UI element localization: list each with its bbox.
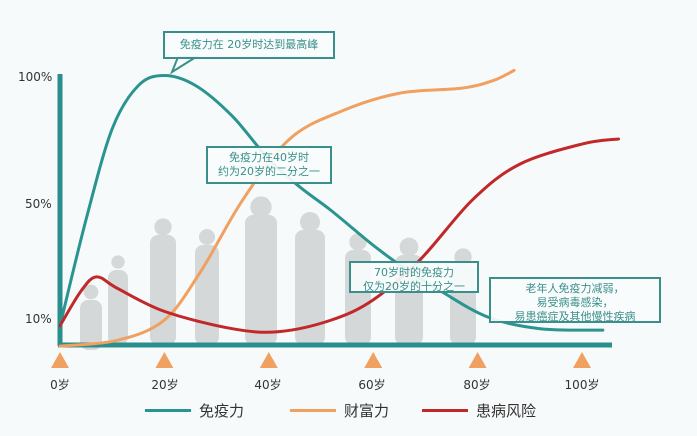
annotation-age-70: 70岁时的免疫力 仅为20岁的十分之一 <box>349 261 479 293</box>
person-silhouette-body <box>108 270 128 345</box>
person-silhouette-head <box>300 212 320 232</box>
legend-item-wealth: 财富力 <box>290 400 389 421</box>
person-silhouette-head <box>250 196 272 218</box>
person-silhouette-body <box>245 215 277 345</box>
annotation-peak: 免疫力在 20岁时达到最高峰 <box>163 31 335 59</box>
legend-label: 财富力 <box>344 402 390 420</box>
x-tick-marker <box>468 352 487 368</box>
x-tick-label-40: 40岁 <box>254 378 282 392</box>
x-tick-marker <box>51 352 69 368</box>
person-silhouette-body <box>80 300 102 350</box>
y-tick-label-10: 10% <box>25 312 52 326</box>
legend-label: 免疫力 <box>199 402 245 420</box>
legend-swatch <box>145 409 191 412</box>
person-silhouette-body <box>150 235 176 345</box>
person-silhouette-head <box>199 229 215 245</box>
series-line-disease-risk <box>58 137 621 334</box>
legend-label: 患病风险 <box>476 402 537 420</box>
annotation-elderly: 老年人免疫力减弱， 易受病毒感染， 易患癌症及其他慢性疾病 <box>489 277 661 323</box>
y-tick-label-100: 100% <box>18 70 53 84</box>
legend-swatch <box>290 409 336 412</box>
person-silhouette-body <box>295 230 325 345</box>
person-silhouette-head <box>83 284 99 300</box>
y-tick-label-50: 50% <box>25 197 52 211</box>
legend-swatch <box>422 409 468 412</box>
person-silhouette-head <box>154 218 172 236</box>
x-tick-label-60: 60岁 <box>358 378 386 392</box>
person-silhouette-head <box>111 255 125 269</box>
annotation-age-40: 免疫力在40岁时 约为20岁的二分之一 <box>206 146 332 184</box>
x-tick-marker <box>573 352 591 368</box>
person-silhouette-head <box>399 237 419 257</box>
x-tick-label-0: 0岁 <box>50 378 70 392</box>
annotation-pointer <box>169 56 200 75</box>
series-line-wealth <box>58 68 516 348</box>
legend-item-disease-risk: 患病风险 <box>422 400 536 421</box>
x-tick-label-80: 80岁 <box>463 378 491 392</box>
x-tick-marker <box>364 352 383 368</box>
x-tick-label-20: 20岁 <box>151 378 179 392</box>
x-tick-label-100: 100岁 <box>564 378 600 392</box>
x-tick-marker <box>155 352 174 368</box>
x-tick-marker <box>259 352 278 368</box>
legend-item-immunity: 免疫力 <box>145 400 244 421</box>
